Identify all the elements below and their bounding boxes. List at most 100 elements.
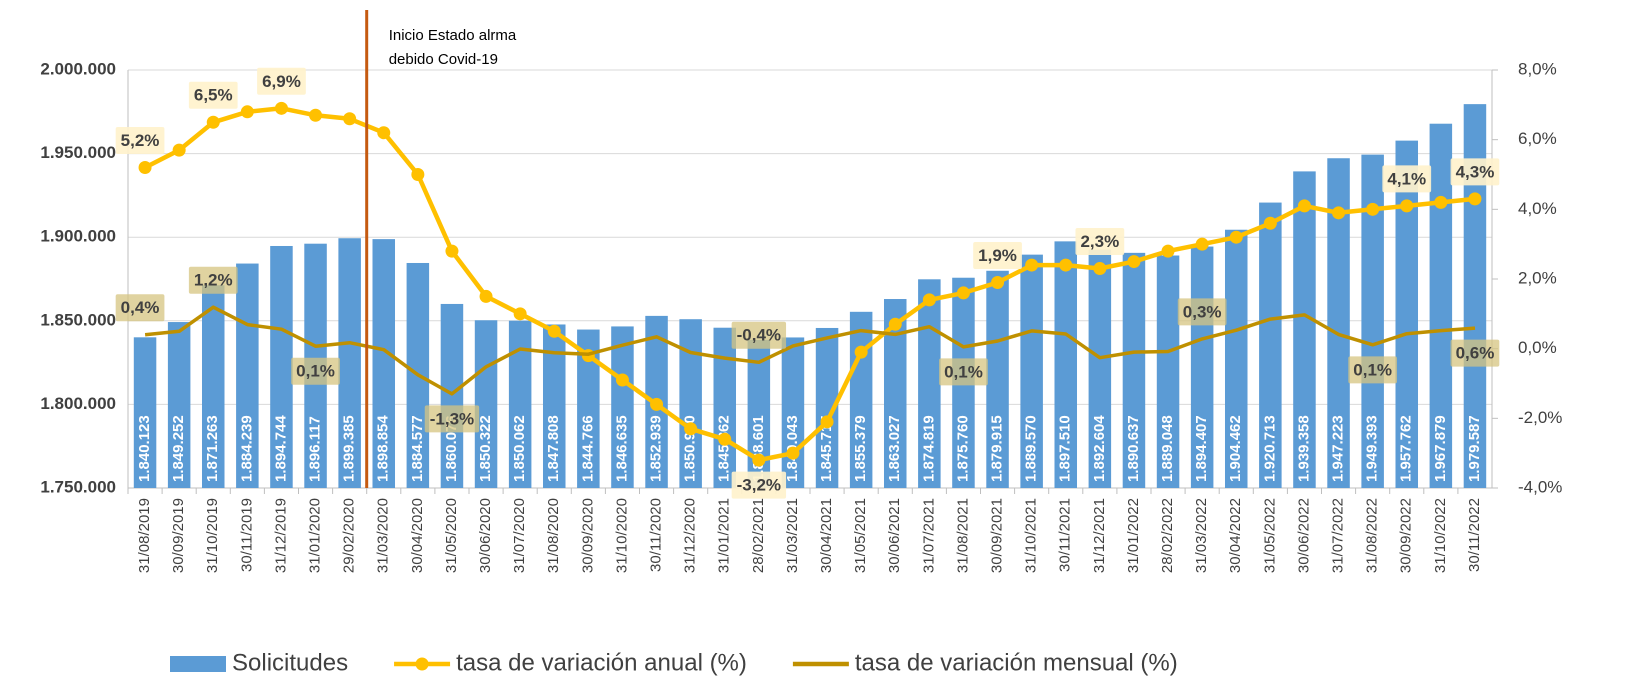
x-tick-label: 31/07/2020	[511, 498, 528, 573]
bar-label: 1.845.862	[716, 415, 733, 482]
bar-label: 1.845.715	[818, 415, 835, 482]
y2-tick-label: 0,0%	[1518, 338, 1557, 357]
data-label-text: 0,4%	[121, 298, 160, 317]
bar	[1156, 255, 1180, 488]
bar-label: 1.863.027	[886, 415, 903, 482]
x-tick-label: 30/09/2022	[1398, 498, 1415, 573]
data-label-text: 1,9%	[978, 246, 1017, 265]
marker	[1366, 202, 1380, 216]
bar	[1395, 140, 1419, 488]
x-tick-label: 31/03/2022	[1193, 498, 1210, 573]
data-label: 6,5%	[188, 81, 238, 109]
x-tick-label: 31/10/2019	[204, 498, 221, 573]
bar	[747, 339, 771, 488]
x-tick-label: 30/09/2020	[579, 498, 596, 573]
bar-label: 1.844.766	[579, 415, 596, 482]
marker	[1400, 199, 1414, 213]
bar	[883, 299, 907, 488]
bar-label: 1.920.713	[1261, 415, 1278, 482]
data-label-box	[115, 127, 165, 155]
bar-label: 1.847.808	[545, 415, 562, 482]
data-label-box	[973, 241, 1022, 269]
bar	[1122, 252, 1146, 488]
annotation: Inicio Estado alrma	[389, 27, 517, 44]
bar-label: 1.904.462	[1227, 415, 1244, 482]
data-label-text: 4,3%	[1456, 162, 1495, 181]
data-label: 0,4%	[115, 294, 165, 322]
bar-label: 1.894.744	[272, 415, 289, 482]
bar-label: 1.849.252	[170, 415, 187, 482]
y2-tick-label: -4,0%	[1518, 477, 1562, 496]
bar-label: 1.947.223	[1330, 415, 1347, 482]
data-label-text: 0,1%	[296, 362, 335, 381]
data-label: 1,2%	[188, 266, 238, 294]
bar	[713, 327, 737, 488]
bar-label: 1.850.322	[477, 415, 494, 482]
x-tick-label: 30/11/2021	[1057, 498, 1074, 572]
x-tick-label: 31/05/2022	[1261, 498, 1278, 573]
marker	[991, 275, 1005, 289]
marker	[922, 293, 936, 307]
marker	[752, 453, 766, 467]
data-label-text: 0,1%	[1353, 360, 1392, 379]
bar-label: 1.897.510	[1057, 415, 1074, 482]
bar-label: 1.967.879	[1432, 415, 1449, 482]
marker	[888, 317, 902, 331]
x-tick-label: 29/02/2020	[341, 498, 358, 573]
data-label: 4,3%	[1450, 158, 1500, 186]
x-tick-label: 31/08/2022	[1364, 498, 1381, 573]
bar-label: 1.890.637	[1125, 415, 1142, 482]
marker	[1025, 258, 1039, 272]
marker	[479, 289, 493, 303]
bar	[1429, 123, 1453, 489]
y-tick-label: 1.950.000	[40, 143, 116, 162]
x-tick-label: 30/04/2022	[1227, 498, 1244, 573]
x-tick-label: 31/08/2020	[545, 498, 562, 573]
data-label-text: 0,6%	[1456, 344, 1495, 363]
bar-label: 1.875.760	[954, 415, 971, 482]
x-tick-label: 31/01/2022	[1125, 498, 1142, 573]
data-label: 0,6%	[1450, 339, 1500, 367]
y-tick-label: 1.900.000	[40, 227, 116, 246]
data-label-box	[1450, 339, 1500, 367]
data-label-box	[731, 321, 787, 349]
x-tick-label: 30/11/2022	[1466, 498, 1483, 572]
bar-label: 1.855.379	[852, 415, 869, 482]
bar-label: 1.889.570	[1023, 415, 1040, 482]
x-tick-label: 28/02/2021	[750, 498, 767, 573]
data-label-text: -1,3%	[430, 409, 474, 428]
bar	[679, 319, 702, 488]
data-label-box	[1348, 356, 1398, 384]
y2-tick-label: 2,0%	[1518, 268, 1557, 287]
data-label-box	[424, 405, 480, 433]
marker	[1059, 258, 1073, 272]
data-label-text: 2,3%	[1080, 232, 1119, 251]
marker	[1332, 206, 1346, 220]
data-label: 2,3%	[1075, 228, 1125, 256]
data-label-text: 5,2%	[121, 131, 160, 150]
y-tick-label: 2.000.000	[40, 59, 116, 78]
x-tick-label: 31/08/2019	[136, 498, 153, 573]
data-label-box	[1450, 158, 1500, 186]
data-label: 5,2%	[115, 127, 165, 155]
bar	[440, 303, 464, 488]
data-label: -0,4%	[731, 321, 787, 349]
bar	[1361, 154, 1384, 488]
marker	[1434, 195, 1448, 209]
legend-label: tasa de variación anual (%)	[456, 649, 747, 676]
bar-label: 1.879.915	[989, 415, 1006, 482]
bar	[167, 322, 191, 488]
marker	[411, 168, 425, 181]
marker	[274, 101, 288, 115]
marker	[1127, 255, 1141, 269]
marker	[1093, 262, 1107, 276]
bar	[986, 270, 1009, 488]
legend-label: Solicitudes	[232, 649, 348, 676]
x-tick-label: 30/06/2020	[477, 498, 494, 573]
bar	[338, 238, 361, 488]
marker	[1297, 199, 1311, 213]
bar	[1224, 229, 1248, 488]
bar-label: 1.884.239	[238, 415, 255, 482]
x-tick-label: 30/04/2021	[818, 498, 835, 573]
